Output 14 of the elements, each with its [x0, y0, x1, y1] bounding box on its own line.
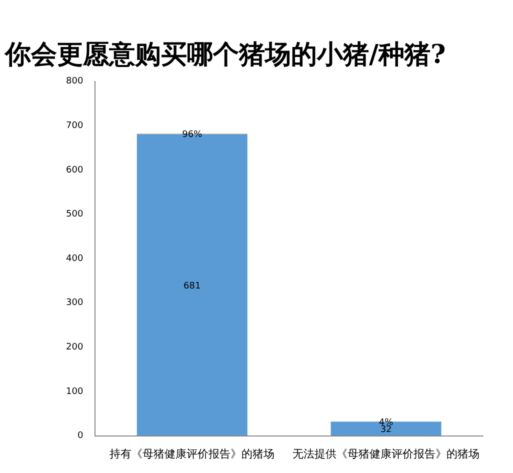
- y-tick-label: 100: [66, 386, 84, 397]
- chart-title: 你会更愿意购买哪个猪场的小猪/种猪?: [5, 39, 446, 72]
- y-tick-label: 600: [66, 165, 84, 176]
- y-tick-label: 400: [66, 254, 84, 264]
- y-tick-label: 800: [66, 76, 84, 87]
- y-tick-label: 700: [66, 121, 84, 132]
- data-label: 681: [184, 281, 201, 292]
- y-tick-label: 500: [66, 210, 84, 220]
- y-tick-label: 300: [66, 298, 84, 308]
- y-tick-label: 0: [77, 431, 84, 442]
- x-tick-label: 无法提供《母猪健康评价报告》的猪场: [292, 447, 480, 460]
- data-label: 32: [380, 425, 392, 436]
- y-tick-label: 200: [66, 342, 84, 353]
- x-tick-label: 持有《母猪健康评价报告》的猪场: [110, 447, 275, 460]
